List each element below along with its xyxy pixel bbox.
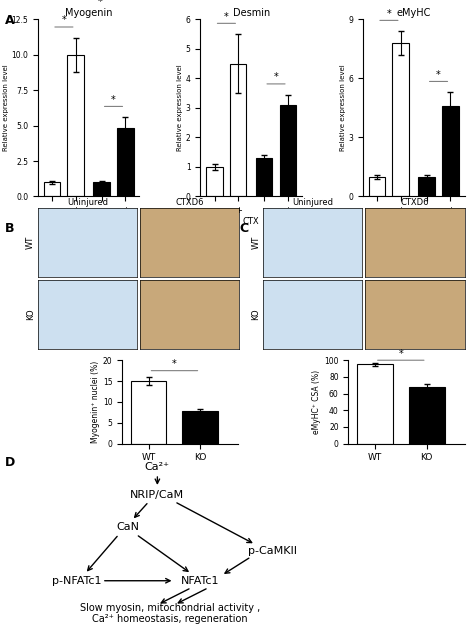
Y-axis label: Relative expression level: Relative expression level — [2, 65, 9, 151]
Bar — [409, 387, 445, 444]
Text: *: * — [111, 95, 116, 105]
Bar — [206, 167, 223, 196]
Text: p-CaMKII: p-CaMKII — [248, 547, 297, 557]
Text: p-NFATc1: p-NFATc1 — [52, 576, 101, 586]
Bar — [369, 177, 385, 196]
Text: *: * — [399, 349, 403, 359]
Y-axis label: Myogenin⁺ nuclei (%): Myogenin⁺ nuclei (%) — [91, 361, 100, 443]
Text: A: A — [5, 14, 14, 27]
X-axis label: CTX: CTX — [81, 216, 97, 226]
Title: Desmin: Desmin — [233, 8, 270, 19]
Text: *: * — [172, 360, 177, 369]
Bar — [280, 105, 296, 196]
Text: *: * — [273, 72, 278, 82]
Text: *: * — [62, 15, 66, 25]
Text: *: * — [98, 0, 103, 8]
Title: CTXD6: CTXD6 — [175, 198, 204, 207]
Bar — [93, 182, 110, 196]
Bar — [230, 63, 246, 196]
Text: NFATc1: NFATc1 — [181, 576, 219, 586]
Title: Uninjured: Uninjured — [292, 198, 333, 207]
Y-axis label: KO: KO — [26, 308, 35, 320]
Bar — [392, 43, 409, 196]
Bar — [130, 381, 166, 444]
Bar — [117, 129, 134, 196]
Title: CTXD6: CTXD6 — [401, 198, 429, 207]
Text: NRIP/CaM: NRIP/CaM — [130, 490, 184, 500]
Bar — [442, 106, 459, 196]
Title: eMyHC: eMyHC — [397, 8, 431, 19]
Y-axis label: WT: WT — [26, 236, 35, 249]
Title: Myogenin: Myogenin — [65, 8, 112, 19]
Text: D: D — [5, 456, 15, 468]
Text: *: * — [261, 0, 265, 4]
Bar — [357, 364, 393, 444]
Text: Ca²⁺: Ca²⁺ — [145, 462, 170, 472]
Bar — [419, 177, 435, 196]
Text: C: C — [239, 222, 248, 235]
Bar — [67, 54, 84, 196]
Y-axis label: WT: WT — [252, 236, 261, 249]
Title: Uninjured: Uninjured — [67, 198, 108, 207]
Y-axis label: Relative expression level: Relative expression level — [177, 65, 183, 151]
Text: Slow myosin, mitochondrial activity ,
Ca²⁺ homeostasis, regeneration: Slow myosin, mitochondrial activity , Ca… — [80, 603, 260, 624]
Y-axis label: KO: KO — [252, 308, 261, 320]
Y-axis label: Relative expression level: Relative expression level — [339, 65, 346, 151]
Text: *: * — [224, 12, 229, 22]
Text: *: * — [423, 0, 428, 1]
Text: *: * — [387, 8, 392, 19]
X-axis label: CTX: CTX — [405, 216, 422, 226]
Bar — [44, 182, 60, 196]
Text: *: * — [436, 70, 441, 79]
Bar — [182, 411, 219, 444]
Bar — [256, 158, 273, 196]
Text: CaN: CaN — [116, 522, 139, 532]
Text: B: B — [5, 222, 14, 235]
X-axis label: CTX: CTX — [243, 216, 260, 226]
Y-axis label: eMyHC⁺ CSA (%): eMyHC⁺ CSA (%) — [312, 370, 321, 434]
